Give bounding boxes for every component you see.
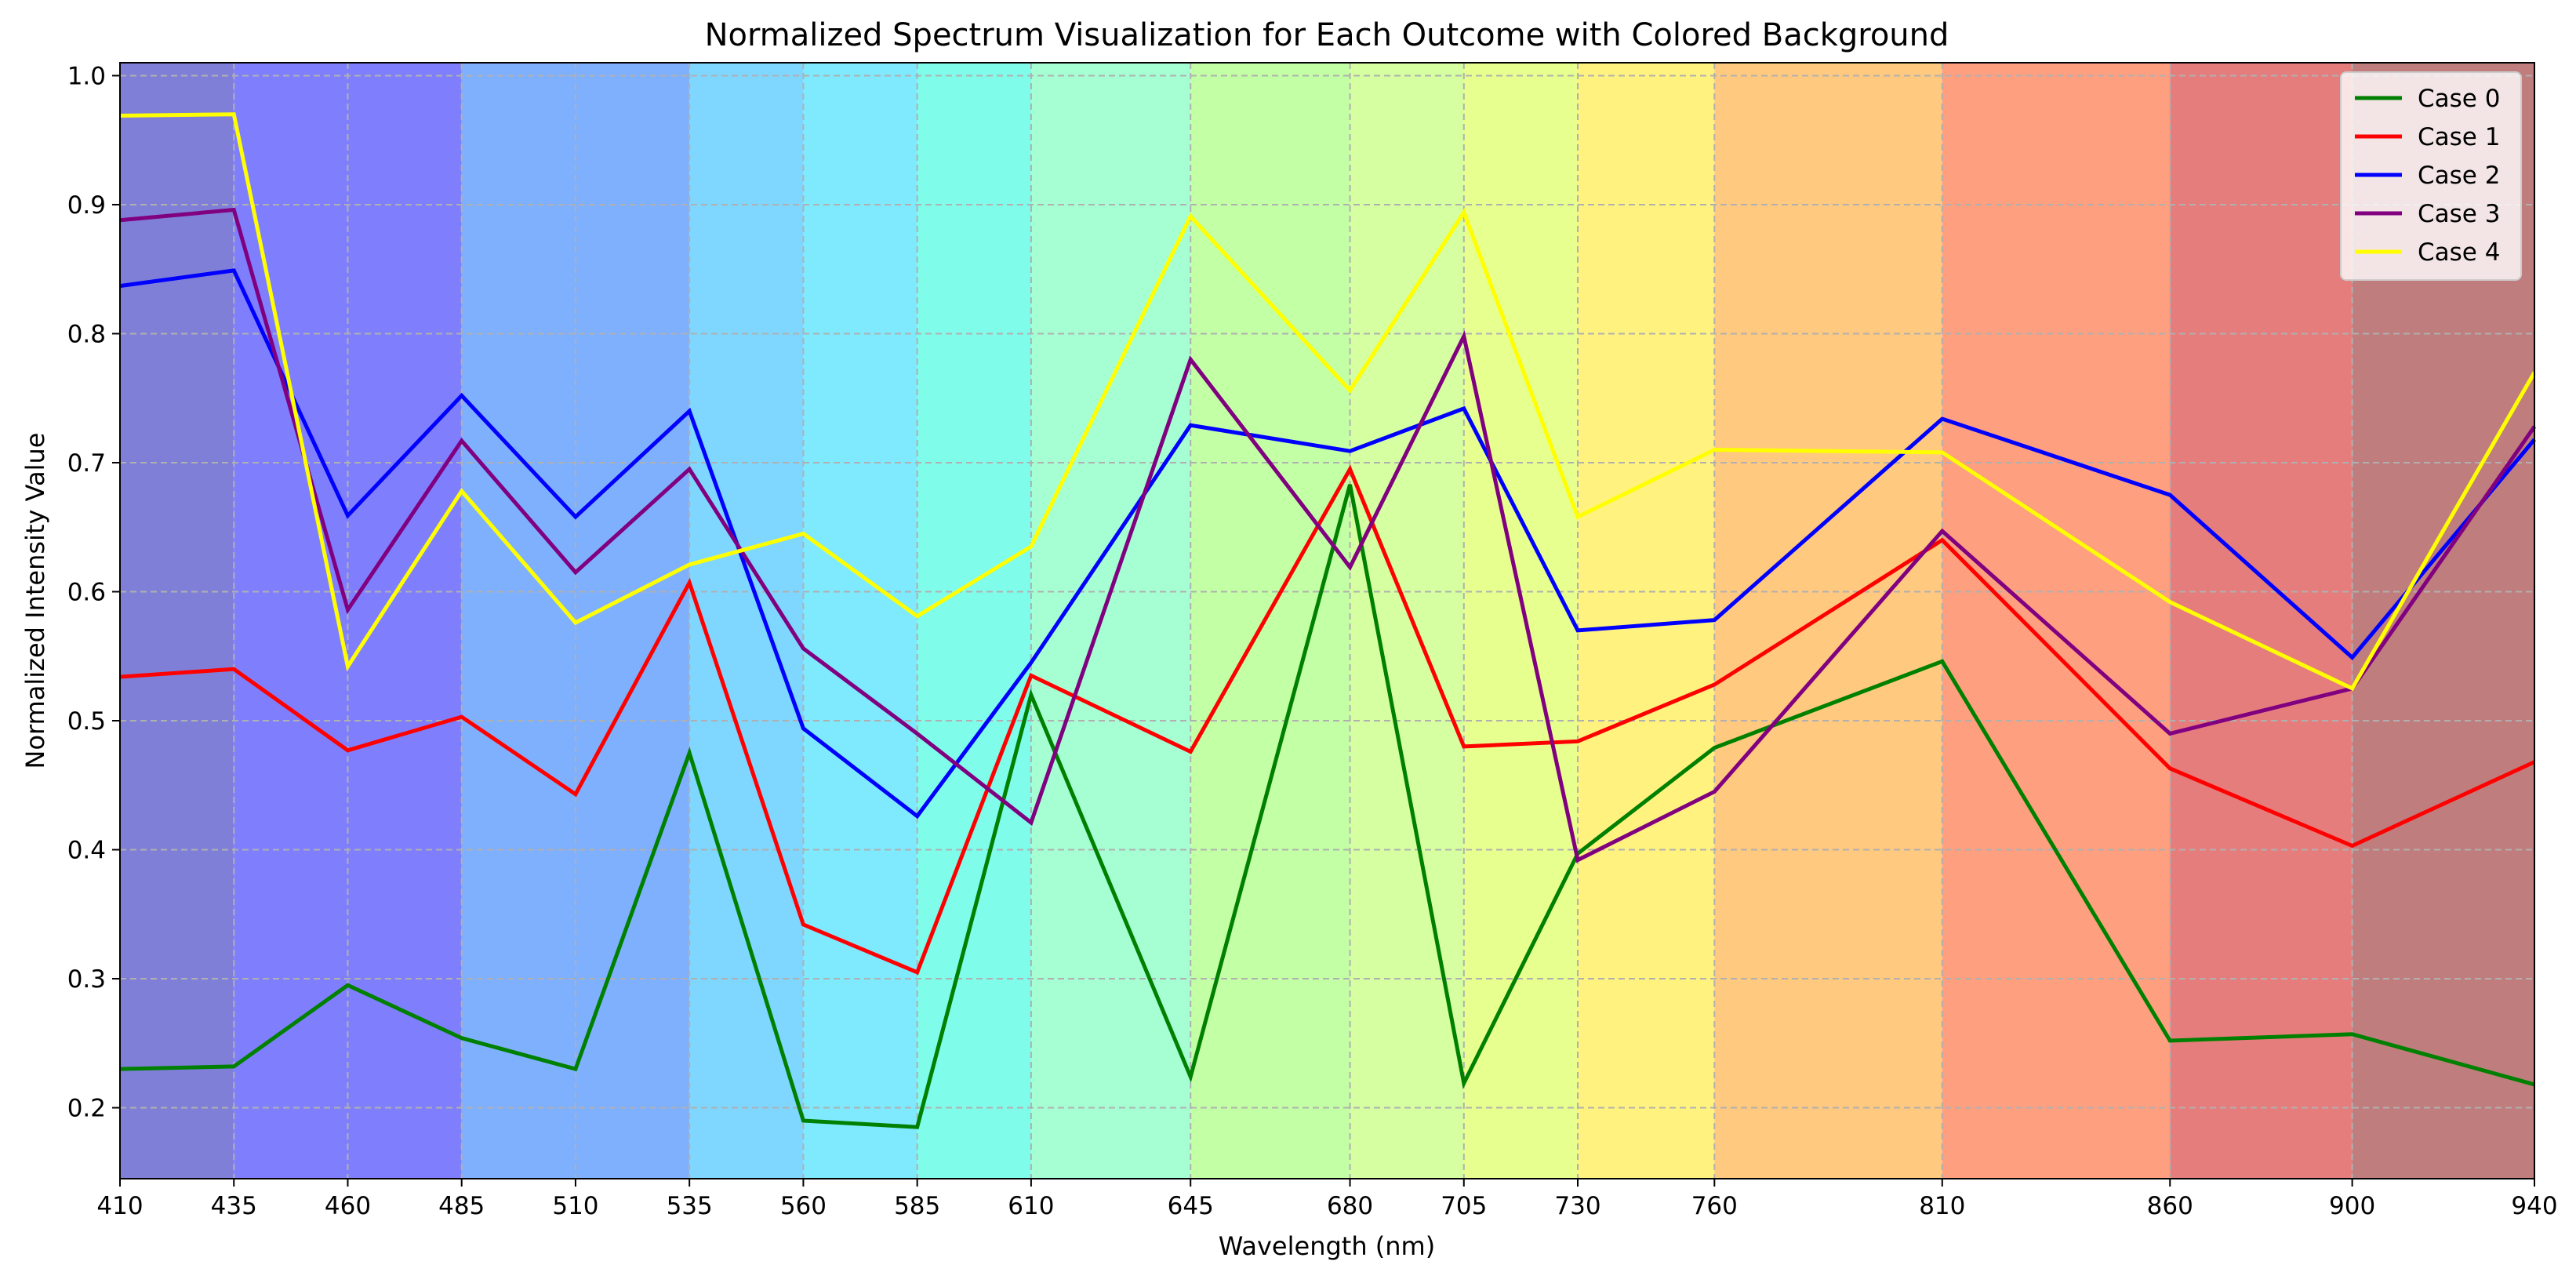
x-tick-label: 900	[2329, 1192, 2375, 1220]
x-tick-label: 810	[1919, 1192, 1965, 1220]
legend-label-case-4: Case 4	[2418, 238, 2500, 267]
series-line-case-3	[119, 207, 2537, 863]
x-tick-label: 860	[2147, 1192, 2193, 1220]
chart-title: Normalized Spectrum Visualization for Ea…	[705, 17, 1949, 53]
y-axis-label: Normalized Intensity Value	[20, 433, 50, 769]
background-band-5	[917, 63, 1031, 1179]
y-tick-label: 0.5	[67, 707, 106, 736]
x-tick-label: 460	[325, 1192, 371, 1220]
x-tick-label: 410	[96, 1192, 143, 1220]
x-tick-label: 680	[1327, 1192, 1373, 1220]
series-line-case-0	[119, 484, 2535, 1129]
y-tick-label: 0.2	[67, 1095, 106, 1123]
background-band-13	[2170, 63, 2353, 1179]
x-tick-label: 585	[894, 1192, 940, 1220]
background-bands	[120, 63, 2534, 1179]
x-tick-label: 560	[780, 1192, 827, 1220]
series	[119, 112, 2537, 1129]
x-tick-label: 535	[667, 1192, 713, 1220]
background-band-7	[1190, 63, 1350, 1179]
legend-label-case-0: Case 0	[2418, 85, 2500, 113]
y-tick-label: 0.7	[67, 449, 106, 478]
x-tick-label: 760	[1691, 1192, 1738, 1220]
y-tick-label: 0.4	[67, 837, 106, 865]
background-band-9	[1463, 63, 1579, 1179]
legend-label-case-2: Case 2	[2418, 162, 2500, 190]
background-band-11	[1714, 63, 1942, 1179]
ticks: 410 435 460 485 510 535 560 585 610 645 680 705 730 7…	[67, 62, 2558, 1220]
background-band-12	[1942, 63, 2171, 1179]
legend: Case 0 Case 1 Case 2 Case 3 Case 4	[2340, 71, 2522, 281]
legend-box	[2340, 71, 2522, 281]
legend-label-case-3: Case 3	[2418, 200, 2500, 228]
series-line-case-1	[119, 464, 2536, 976]
legend-label-case-1: Case 1	[2418, 123, 2500, 151]
x-tick-label: 705	[1441, 1192, 1487, 1220]
series-line-case-2	[119, 268, 2536, 820]
x-tick-label: 610	[1008, 1192, 1054, 1220]
series-line-case-4	[119, 112, 2537, 692]
y-tick-label: 1.0	[67, 62, 106, 90]
x-tick-label: 940	[2511, 1192, 2557, 1220]
background-band-4	[803, 63, 917, 1179]
background-band-8	[1350, 63, 1464, 1179]
plot-frame	[119, 62, 2535, 1179]
x-tick-label: 730	[1554, 1192, 1600, 1220]
background-band-6	[1030, 63, 1191, 1179]
y-tick-label: 0.6	[67, 578, 106, 606]
x-axis-label: Wavelength (nm)	[1219, 1231, 1435, 1261]
x-tick-label: 645	[1168, 1192, 1214, 1220]
y-tick-label: 0.8	[67, 320, 106, 348]
x-tick-label: 435	[211, 1192, 257, 1220]
y-tick-label: 0.9	[67, 191, 106, 220]
x-tick-label: 485	[438, 1192, 485, 1220]
background-band-0	[120, 63, 234, 1179]
y-tick-label: 0.3	[67, 965, 106, 994]
x-tick-label: 510	[552, 1192, 598, 1220]
